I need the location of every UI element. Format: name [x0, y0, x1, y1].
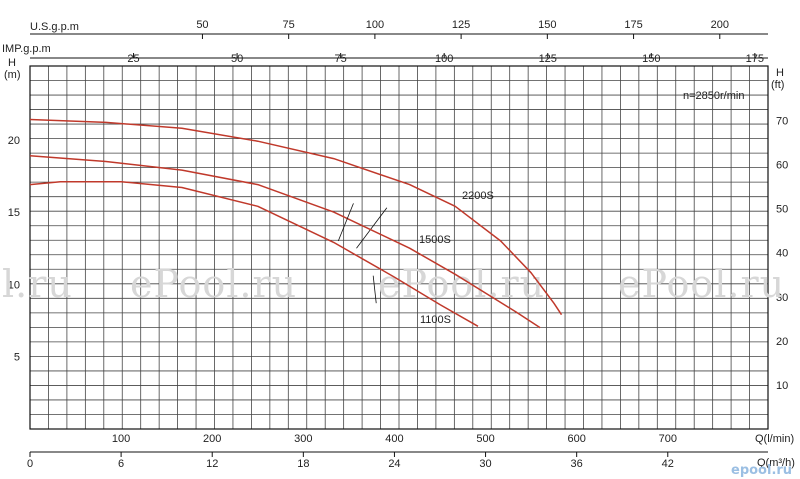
q-m3h-tick-label: 36 — [571, 458, 583, 470]
curve-1100s — [29, 180, 479, 327]
watermark-3: ePool.ru — [618, 262, 785, 306]
plot-frame — [29, 65, 769, 430]
us-gpm-tick-label: 175 — [624, 19, 642, 31]
q-lmin-tick-label: 400 — [385, 433, 403, 445]
q-lmin-tick-label: 100 — [112, 433, 130, 445]
q-m3h-tick-labels: 0 6 12 18 24 30 36 42 — [27, 452, 674, 470]
q-lmin-tick-label: 600 — [567, 433, 585, 445]
us-gpm-axis-title: U.S.g.p.m — [30, 21, 79, 33]
leader-1500s — [337, 203, 354, 242]
head-m-tick-label: 5 — [14, 352, 20, 364]
curve-label-2200s: 2200S — [462, 190, 494, 202]
head-ft-tick-label: 70 — [776, 115, 788, 127]
us-gpm-tick-label: 200 — [711, 19, 729, 31]
q-m3h-tick-label: 42 — [662, 458, 674, 470]
q-lmin-tick-labels: 100 200 300 400 500 600 700 — [112, 433, 677, 445]
curve-1500s — [29, 154, 541, 329]
head-ft-tick-labels: 10 20 30 40 50 60 70 — [776, 115, 788, 391]
head-ft-tick-label: 50 — [776, 204, 788, 216]
speed-note: n=2850r/min — [683, 90, 744, 102]
imp-gpm-tick-label: 150 — [642, 53, 660, 65]
q-m3h-tick-label: 12 — [206, 458, 218, 470]
q-m3h-tick-label: 18 — [297, 458, 309, 470]
left-axis-unit: (m) — [4, 69, 21, 81]
epool-logo: epool.ru — [731, 463, 792, 478]
head-m-tick-label: 10 — [8, 279, 20, 291]
watermark-partial: l.ru — [2, 262, 73, 306]
imp-gpm-tick-label: 75 — [335, 53, 347, 65]
head-ft-tick-label: 10 — [776, 380, 788, 392]
us-gpm-tick-label: 75 — [283, 19, 295, 31]
grid — [30, 66, 768, 429]
us-gpm-tick-label: 150 — [538, 19, 556, 31]
curve-label-1500s: 1500S — [419, 234, 451, 246]
curve-label-1100s: 1100S — [420, 314, 451, 326]
watermark-2: ePool.ru — [378, 262, 545, 306]
watermark-1: ePool.ru — [130, 262, 297, 306]
q-lmin-tick-label: 700 — [659, 433, 677, 445]
q-lmin-tick-label: 500 — [476, 433, 494, 445]
leader-2200s — [356, 207, 388, 249]
q-m3h-tick-label: 30 — [479, 458, 491, 470]
us-gpm-tick-label: 125 — [452, 19, 470, 31]
us-gpm-tick-labels: 50 75 100 125 150 175 200 — [196, 19, 729, 39]
head-ft-tick-label: 60 — [776, 160, 788, 172]
q-m3h-axis-title: Q(m³/h) — [757, 457, 795, 469]
head-ft-tick-label: 20 — [776, 336, 788, 348]
q-lmin-tick-label: 200 — [203, 433, 221, 445]
head-m-tick-labels: 5 10 15 20 — [8, 135, 20, 364]
left-axis-title: H — [8, 57, 16, 69]
head-m-tick-label: 15 — [8, 207, 20, 219]
curve-2200s — [29, 118, 563, 316]
q-lmin-axis-title: Q(l/min) — [755, 433, 794, 445]
q-m3h-tick-label: 0 — [27, 458, 33, 470]
imp-gpm-tick-label: 50 — [231, 53, 243, 65]
q-m3h-tick-label: 24 — [388, 458, 400, 470]
us-gpm-tick-label: 100 — [366, 19, 384, 31]
imp-gpm-tick-label: 125 — [539, 53, 557, 65]
imp-gpm-axis-title: IMP.g.p.m — [2, 43, 51, 55]
head-ft-tick-label: 30 — [776, 292, 788, 304]
pump-curves: 2200S 1500S 1100S — [29, 118, 563, 329]
right-axis-unit: (ft) — [771, 79, 784, 91]
head-m-tick-label: 20 — [8, 135, 20, 147]
imp-gpm-tick-label: 100 — [435, 53, 453, 65]
imp-gpm-tick-label: 25 — [127, 53, 139, 65]
head-ft-tick-label: 40 — [776, 248, 788, 260]
q-m3h-tick-label: 6 — [118, 458, 124, 470]
leader-1100s — [372, 275, 377, 304]
imp-gpm-tick-labels: 25 50 75 100 125 150 175 — [127, 53, 764, 65]
right-axis-title: H — [776, 67, 784, 79]
q-lmin-tick-label: 300 — [294, 433, 312, 445]
us-gpm-tick-label: 50 — [196, 19, 208, 31]
imp-gpm-tick-label: 175 — [746, 53, 764, 65]
